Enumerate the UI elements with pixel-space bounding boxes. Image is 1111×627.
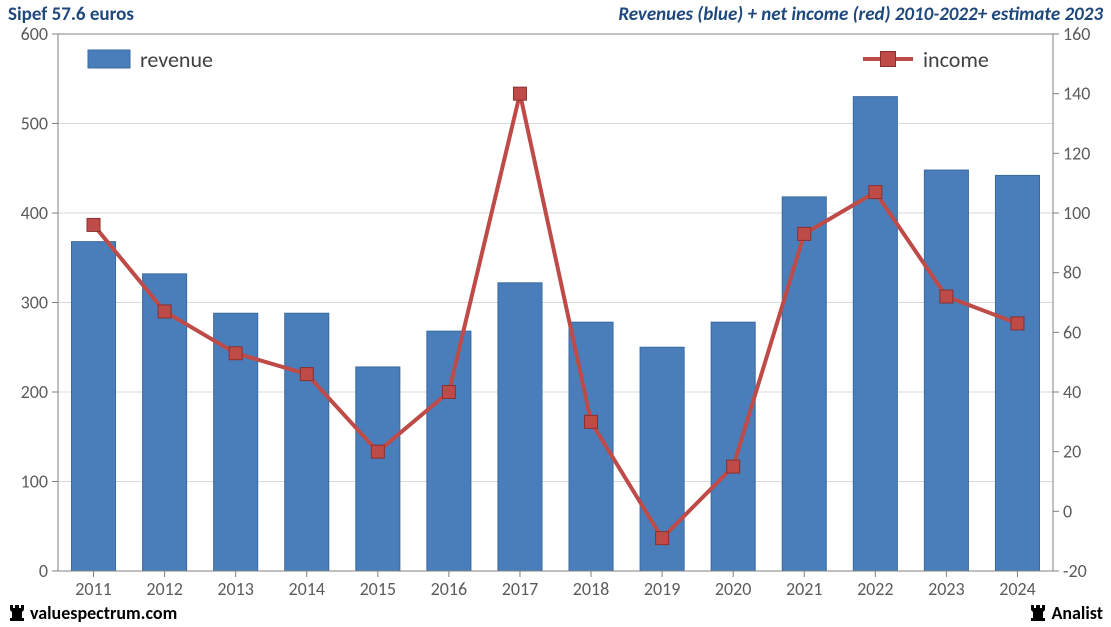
- line-marker: [300, 368, 313, 381]
- xlabel: 2023: [928, 578, 965, 600]
- xlabel: 2024: [999, 578, 1036, 600]
- ylabel-right: 0: [1063, 500, 1072, 522]
- legend-bar-swatch: [88, 50, 130, 68]
- xlabel: 2014: [289, 578, 326, 600]
- line-marker: [442, 386, 455, 399]
- line-marker: [940, 290, 953, 303]
- ylabel-right: 140: [1063, 83, 1090, 105]
- bar: [285, 313, 329, 571]
- ylabel-right: 100: [1063, 202, 1090, 224]
- line-marker: [513, 87, 526, 100]
- line-marker: [371, 445, 384, 458]
- legend-bar-label: revenue: [140, 46, 213, 73]
- line-marker: [727, 460, 740, 473]
- ylabel-right: -20: [1063, 560, 1087, 582]
- footer-left: valuespectrum.com: [8, 602, 177, 624]
- xlabel: 2019: [644, 578, 681, 600]
- xlabel: 2021: [786, 578, 823, 600]
- ylabel-right: 160: [1063, 26, 1090, 45]
- title-left: Sipef 57.6 euros: [8, 3, 134, 26]
- title-right: Revenues (blue) + net income (red) 2010-…: [618, 3, 1103, 26]
- ylabel-left: 200: [21, 381, 48, 403]
- xlabel: 2016: [431, 578, 468, 600]
- footer-right: Analist: [1029, 602, 1103, 624]
- bar: [995, 175, 1039, 571]
- ylabel-right: 60: [1063, 321, 1081, 343]
- legend-line-marker: [881, 52, 896, 67]
- bar: [924, 170, 968, 571]
- ylabel-right: 20: [1063, 441, 1081, 463]
- xlabel: 2020: [715, 578, 752, 600]
- xlabel: 2017: [502, 578, 539, 600]
- line-marker: [585, 415, 598, 428]
- bar: [853, 97, 897, 571]
- line-marker: [158, 305, 171, 318]
- bar: [356, 367, 400, 571]
- footer-right-text: Analist: [1051, 602, 1103, 624]
- chart-svg: 0 100 200 300 400 500 600 -20 0 20 40 60 80 100 120 140…: [0, 26, 1111, 601]
- ylabel-left: 600: [21, 26, 48, 45]
- title-bar: Sipef 57.6 euros Revenues (blue) + net i…: [0, 0, 1111, 26]
- bar: [782, 197, 826, 571]
- ylabel-right: 40: [1063, 381, 1081, 403]
- xlabel: 2012: [146, 578, 183, 600]
- ylabel-left: 500: [21, 113, 48, 135]
- ylabel-left: 0: [39, 560, 48, 582]
- bar: [711, 322, 755, 571]
- line-marker: [229, 347, 242, 360]
- ylabel-left: 300: [21, 292, 48, 314]
- xlabel: 2013: [217, 578, 254, 600]
- line-marker: [798, 227, 811, 240]
- bar: [427, 331, 471, 571]
- bar: [498, 283, 542, 571]
- chart-area: 0 100 200 300 400 500 600 -20 0 20 40 60 80 100 120 140…: [0, 26, 1111, 601]
- xlabel: 2022: [857, 578, 894, 600]
- line-marker: [87, 218, 100, 231]
- ylabel-left: 100: [21, 471, 48, 493]
- line-marker: [656, 532, 669, 545]
- line-marker: [869, 186, 882, 199]
- xlabel: 2015: [360, 578, 397, 600]
- legend-line-label: income: [923, 46, 989, 73]
- footer-bar: valuespectrum.com Analist: [0, 601, 1111, 627]
- xlabel: 2018: [573, 578, 610, 600]
- bar: [72, 242, 116, 571]
- ylabel-right: 120: [1063, 142, 1090, 164]
- ylabel-left: 400: [21, 202, 48, 224]
- line-marker: [1011, 317, 1024, 330]
- footer-left-text: valuespectrum.com: [30, 602, 177, 624]
- rook-icon: [1029, 603, 1047, 623]
- rook-icon: [8, 603, 26, 623]
- ylabel-right: 80: [1063, 262, 1081, 284]
- xlabel: 2011: [75, 578, 112, 600]
